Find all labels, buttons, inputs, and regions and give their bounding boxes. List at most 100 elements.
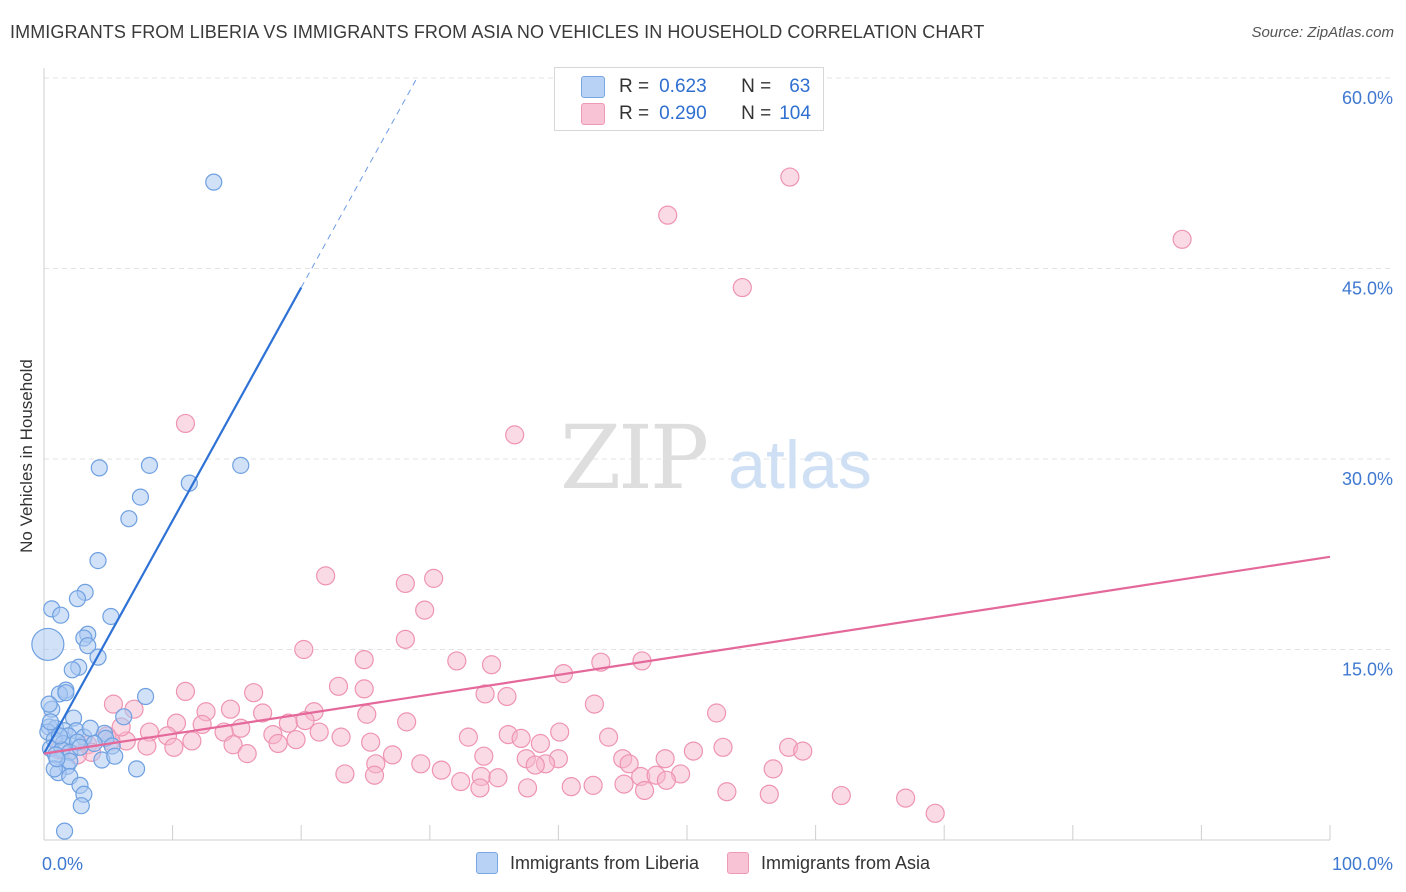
legend-r-value-liberia: 0.623 — [659, 76, 707, 97]
asia-point — [550, 722, 570, 742]
legend-row-asia: R = 0.290 N = 104 — [581, 101, 811, 127]
liberia-swatch — [475, 852, 498, 874]
asia-point — [896, 788, 916, 808]
asia-point — [175, 413, 196, 434]
asia-point — [295, 711, 315, 731]
legend-item-asia[interactable]: Immigrants from Asia — [727, 852, 930, 874]
asia-point — [656, 770, 677, 790]
trendlines — [43, 77, 1331, 755]
asia-point — [658, 205, 678, 225]
asia-point — [458, 727, 478, 747]
liberia-point — [31, 627, 65, 662]
liberia-point — [79, 637, 97, 655]
asia-point — [451, 771, 471, 792]
asia-point — [683, 741, 704, 761]
asia-point — [474, 746, 494, 766]
asia-point — [584, 694, 605, 714]
asia-point — [713, 737, 733, 757]
liberia-swatch — [581, 76, 605, 98]
y-tick-label: 60.0% — [1342, 88, 1393, 108]
asia-point — [655, 749, 675, 769]
asia-point — [397, 712, 417, 732]
liberia-point — [106, 747, 124, 765]
asia-swatch — [727, 852, 749, 874]
watermark-zip: ZIP — [560, 406, 707, 509]
asia-point — [415, 600, 435, 620]
asia-point — [614, 774, 634, 794]
asia-point — [309, 722, 329, 742]
liberia-point — [72, 797, 90, 815]
liberia-point — [205, 173, 223, 191]
asia-point — [382, 745, 403, 765]
asia-point — [294, 639, 314, 660]
asia-point — [244, 683, 264, 703]
liberia-point — [136, 687, 155, 706]
asia-point — [763, 759, 783, 779]
liberia-point — [89, 551, 107, 570]
liberia-point — [81, 719, 99, 737]
asia-point — [619, 754, 639, 774]
asia-point — [364, 765, 385, 785]
asia-point — [732, 277, 752, 298]
asia-point — [182, 731, 202, 751]
liberia-point — [232, 456, 250, 474]
y-tick-label: 15.0% — [1342, 660, 1393, 680]
asia-point — [793, 741, 813, 761]
liberia-point — [140, 456, 159, 474]
asia-point — [598, 727, 619, 747]
asia-point — [481, 655, 502, 675]
asia-point — [175, 681, 196, 702]
asia-point — [561, 777, 581, 797]
legend-item-liberia[interactable]: Immigrants from Liberia — [475, 852, 699, 874]
asia-point — [470, 778, 490, 798]
liberia-point — [63, 661, 81, 679]
legend-n-label: N = — [741, 103, 772, 124]
asia-point — [759, 784, 779, 804]
asia-point — [488, 768, 508, 788]
legend-label-liberia: Immigrants from Liberia — [509, 852, 699, 873]
asia-point — [431, 760, 451, 780]
liberia-point — [55, 822, 74, 840]
asia-point — [335, 764, 355, 784]
legend-n-label: N = — [741, 76, 772, 97]
watermark-atlas: atlas — [728, 427, 872, 503]
asia-point — [357, 704, 377, 724]
liberia-trendline-extension — [300, 77, 418, 288]
legend-n-value-liberia: 63 — [789, 76, 811, 97]
asia-point — [164, 737, 184, 757]
stats-legend: R = 0.623 N = 63 R = 0.290 N = 104 — [554, 67, 824, 131]
asia-point — [925, 803, 945, 823]
asia-point — [497, 686, 517, 707]
liberia-point — [40, 695, 58, 713]
asia-swatch — [581, 103, 605, 125]
asia-point — [517, 778, 538, 798]
asia-point — [395, 629, 415, 649]
asia-trendline — [43, 555, 1331, 755]
asia-point — [447, 651, 467, 671]
asia-point — [223, 735, 243, 755]
asia-point — [103, 694, 124, 714]
asia-point — [583, 775, 603, 795]
asia-point — [361, 732, 381, 752]
legend-r-label: R = — [619, 76, 650, 97]
asia-point — [505, 425, 525, 445]
asia-point — [354, 650, 374, 670]
asia-point — [411, 754, 431, 774]
legend-r-value-asia: 0.290 — [659, 103, 707, 124]
asia-point — [530, 733, 550, 754]
liberia-point — [85, 734, 103, 753]
liberia-point — [90, 459, 108, 477]
series-legend: Immigrants from Liberia Immigrants from … — [0, 852, 1406, 874]
chart-title: IMMIGRANTS FROM LIBERIA VS IMMIGRANTS FR… — [10, 22, 985, 42]
asia-point — [237, 744, 257, 764]
liberia-point — [131, 488, 150, 506]
x-tick-label: 0.0% — [42, 854, 83, 874]
legend-r-label: R = — [619, 103, 650, 124]
legend-label-asia: Immigrants from Asia — [761, 852, 931, 873]
liberia-point — [127, 760, 146, 778]
liberia-point — [115, 708, 133, 726]
gridlines — [44, 77, 1394, 650]
asia-point — [268, 733, 288, 754]
asia-point — [424, 568, 444, 588]
